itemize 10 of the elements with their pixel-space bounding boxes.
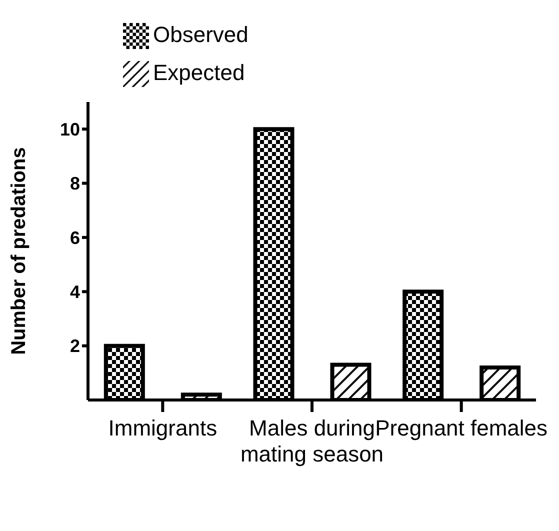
y-tick-label: 6 — [70, 228, 80, 248]
y-tick-label: 2 — [70, 336, 80, 356]
y-tick-label: 8 — [70, 174, 80, 194]
y-tick-label: 10 — [60, 119, 80, 140]
y-tick-label: 4 — [70, 282, 80, 302]
legend-label: Expected — [153, 60, 245, 85]
x-tick-label: Pregnant females — [375, 416, 548, 441]
y-axis-title: Number of predations — [8, 147, 30, 355]
x-tick-label: Immigrants — [108, 416, 218, 441]
legend-label: Observed — [153, 22, 248, 47]
